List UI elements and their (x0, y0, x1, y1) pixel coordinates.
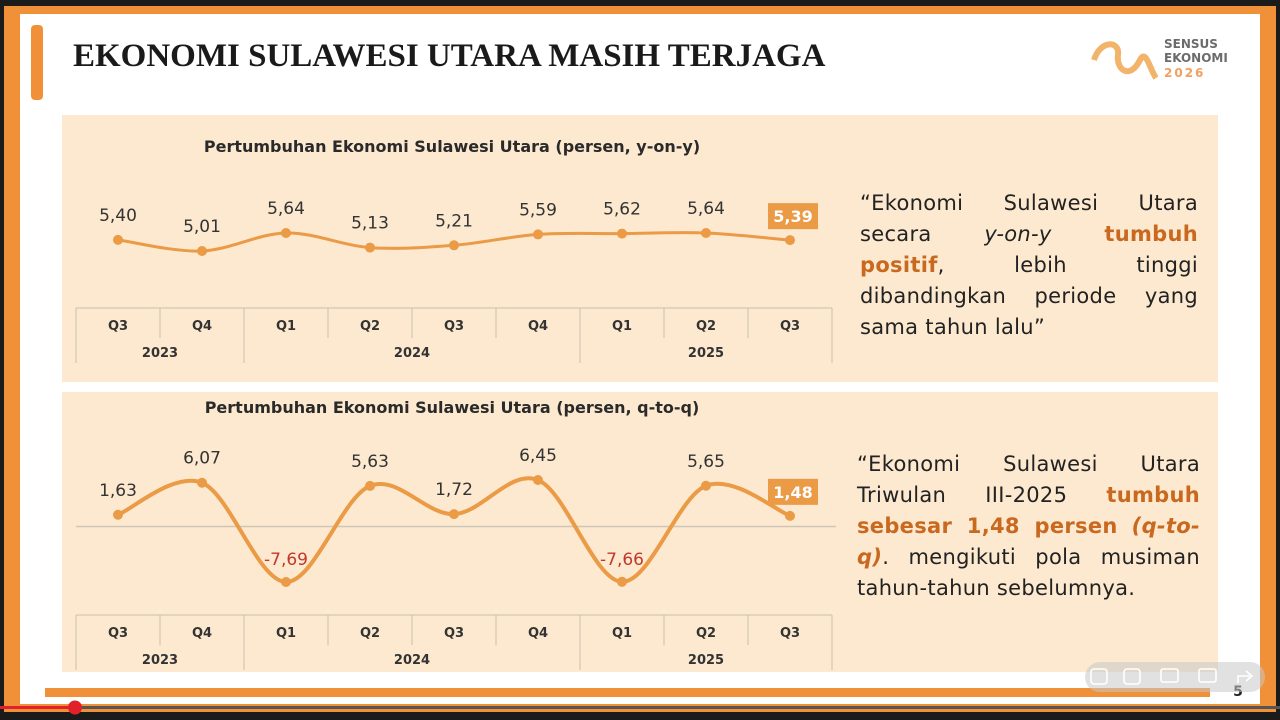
point (533, 475, 543, 485)
data-label: 5,64 (267, 199, 305, 219)
quote-text: “Ekonomi Sulawesi Utara secara (860, 191, 1198, 246)
point (701, 228, 711, 238)
data-label: 5,65 (687, 452, 725, 472)
point (365, 242, 375, 253)
chart-title: Pertumbuhan Ekonomi Sulawesi Utara (pers… (204, 137, 700, 156)
quote-text: . mengikuti pola musiman tahun-tahun seb… (857, 545, 1200, 600)
point (617, 228, 627, 239)
chat-button[interactable] (1198, 668, 1217, 683)
x-tick-label: Q4 (192, 319, 212, 334)
x-tick-label: Q4 (528, 319, 548, 334)
point (113, 234, 123, 245)
quote-highlight: tumbuh sebesar 1,48 persen (857, 483, 1200, 538)
data-label: 5,62 (603, 200, 641, 220)
data-label: 5,39 (773, 207, 812, 226)
group-label: 2025 (688, 653, 724, 668)
accent-bar (31, 25, 43, 100)
x-tick-label: Q2 (360, 626, 380, 641)
data-label: 5,63 (351, 452, 389, 472)
x-tick-label: Q3 (780, 626, 800, 641)
share-button[interactable] (1237, 670, 1254, 683)
comment-button[interactable] (1160, 668, 1179, 683)
data-label: 5,59 (519, 200, 557, 220)
x-tick-label: Q2 (696, 319, 716, 334)
data-label: -7,69 (264, 550, 308, 570)
point (197, 477, 207, 488)
logo-mark (1091, 41, 1159, 80)
point (533, 229, 543, 240)
data-label: 6,45 (519, 446, 557, 466)
point (281, 577, 291, 587)
logo-text: 2026 (1164, 66, 1205, 80)
quote-text: , lebih tinggi dibandingkan periode yang… (860, 253, 1198, 339)
data-label: 1,63 (99, 481, 137, 501)
quote-em: y-on-y (984, 222, 1052, 246)
x-tick-label: Q3 (780, 319, 800, 334)
data-label: 5,01 (183, 217, 221, 237)
x-tick-label: Q3 (444, 626, 464, 641)
point (785, 510, 795, 521)
data-label: 5,64 (687, 199, 725, 219)
data-label: 5,13 (351, 214, 389, 234)
logo-text: EKONOMI (1164, 51, 1228, 65)
point (197, 246, 207, 256)
data-label: 5,21 (435, 211, 473, 231)
point (617, 576, 627, 587)
data-label: 6,07 (183, 449, 221, 469)
quote: “Ekonomi Sulawesi Utara Triwulan III-202… (857, 449, 1200, 604)
progress-handle[interactable] (68, 700, 82, 715)
quote-highlight: (q-to-q) (857, 514, 1200, 569)
data-label: 1,72 (435, 480, 473, 500)
x-tick-label: Q1 (612, 319, 632, 334)
group-label: 2023 (142, 653, 178, 668)
x-tick-label: Q2 (696, 626, 716, 641)
logo: SENSUS EKONOMI 2026 (1091, 37, 1228, 80)
group-label: 2024 (394, 346, 430, 361)
x-tick-label: Q3 (108, 319, 128, 334)
highlight-box (768, 203, 818, 230)
progress-track[interactable] (0, 706, 1280, 709)
point (365, 480, 375, 491)
point (113, 509, 123, 520)
x-tick-label: Q3 (444, 319, 464, 334)
quote-text: “Ekonomi Sulawesi Utara Triwulan III-202… (857, 452, 1200, 507)
group-label: 2025 (688, 346, 724, 361)
point (449, 240, 459, 251)
panel (62, 115, 1218, 382)
x-tick-label: Q1 (612, 626, 632, 641)
data-label: -7,66 (600, 550, 644, 570)
point (701, 480, 711, 491)
point (785, 235, 795, 246)
group-label: 2023 (142, 346, 178, 361)
footer-bar (45, 688, 1210, 697)
x-tick-label: Q2 (360, 319, 380, 334)
progress-fill (0, 706, 75, 709)
panel (62, 392, 1218, 672)
group-label: 2024 (394, 653, 430, 668)
x-tick-label: Q1 (276, 319, 296, 334)
x-tick-label: Q1 (276, 626, 296, 641)
chart-title: Pertumbuhan Ekonomi Sulawesi Utara (pers… (205, 398, 700, 417)
data-label: 1,48 (773, 483, 812, 502)
x-tick-label: Q3 (108, 626, 128, 641)
highlight-box (768, 478, 818, 505)
x-tick-label: Q4 (192, 626, 212, 641)
point (449, 509, 459, 520)
logo-text: SENSUS (1164, 37, 1218, 51)
like-button[interactable] (1090, 668, 1108, 685)
x-tick-label: Q4 (528, 626, 548, 641)
quote: “Ekonomi Sulawesi Utara secara y-on-y tu… (860, 188, 1198, 343)
quote-highlight: tumbuh positif (860, 222, 1198, 277)
data-label: 5,40 (99, 206, 137, 226)
slide-title: EKONOMI SULAWESI UTARA MASIH TERJAGA (73, 38, 826, 74)
point (281, 228, 291, 238)
dislike-button[interactable] (1123, 668, 1141, 685)
